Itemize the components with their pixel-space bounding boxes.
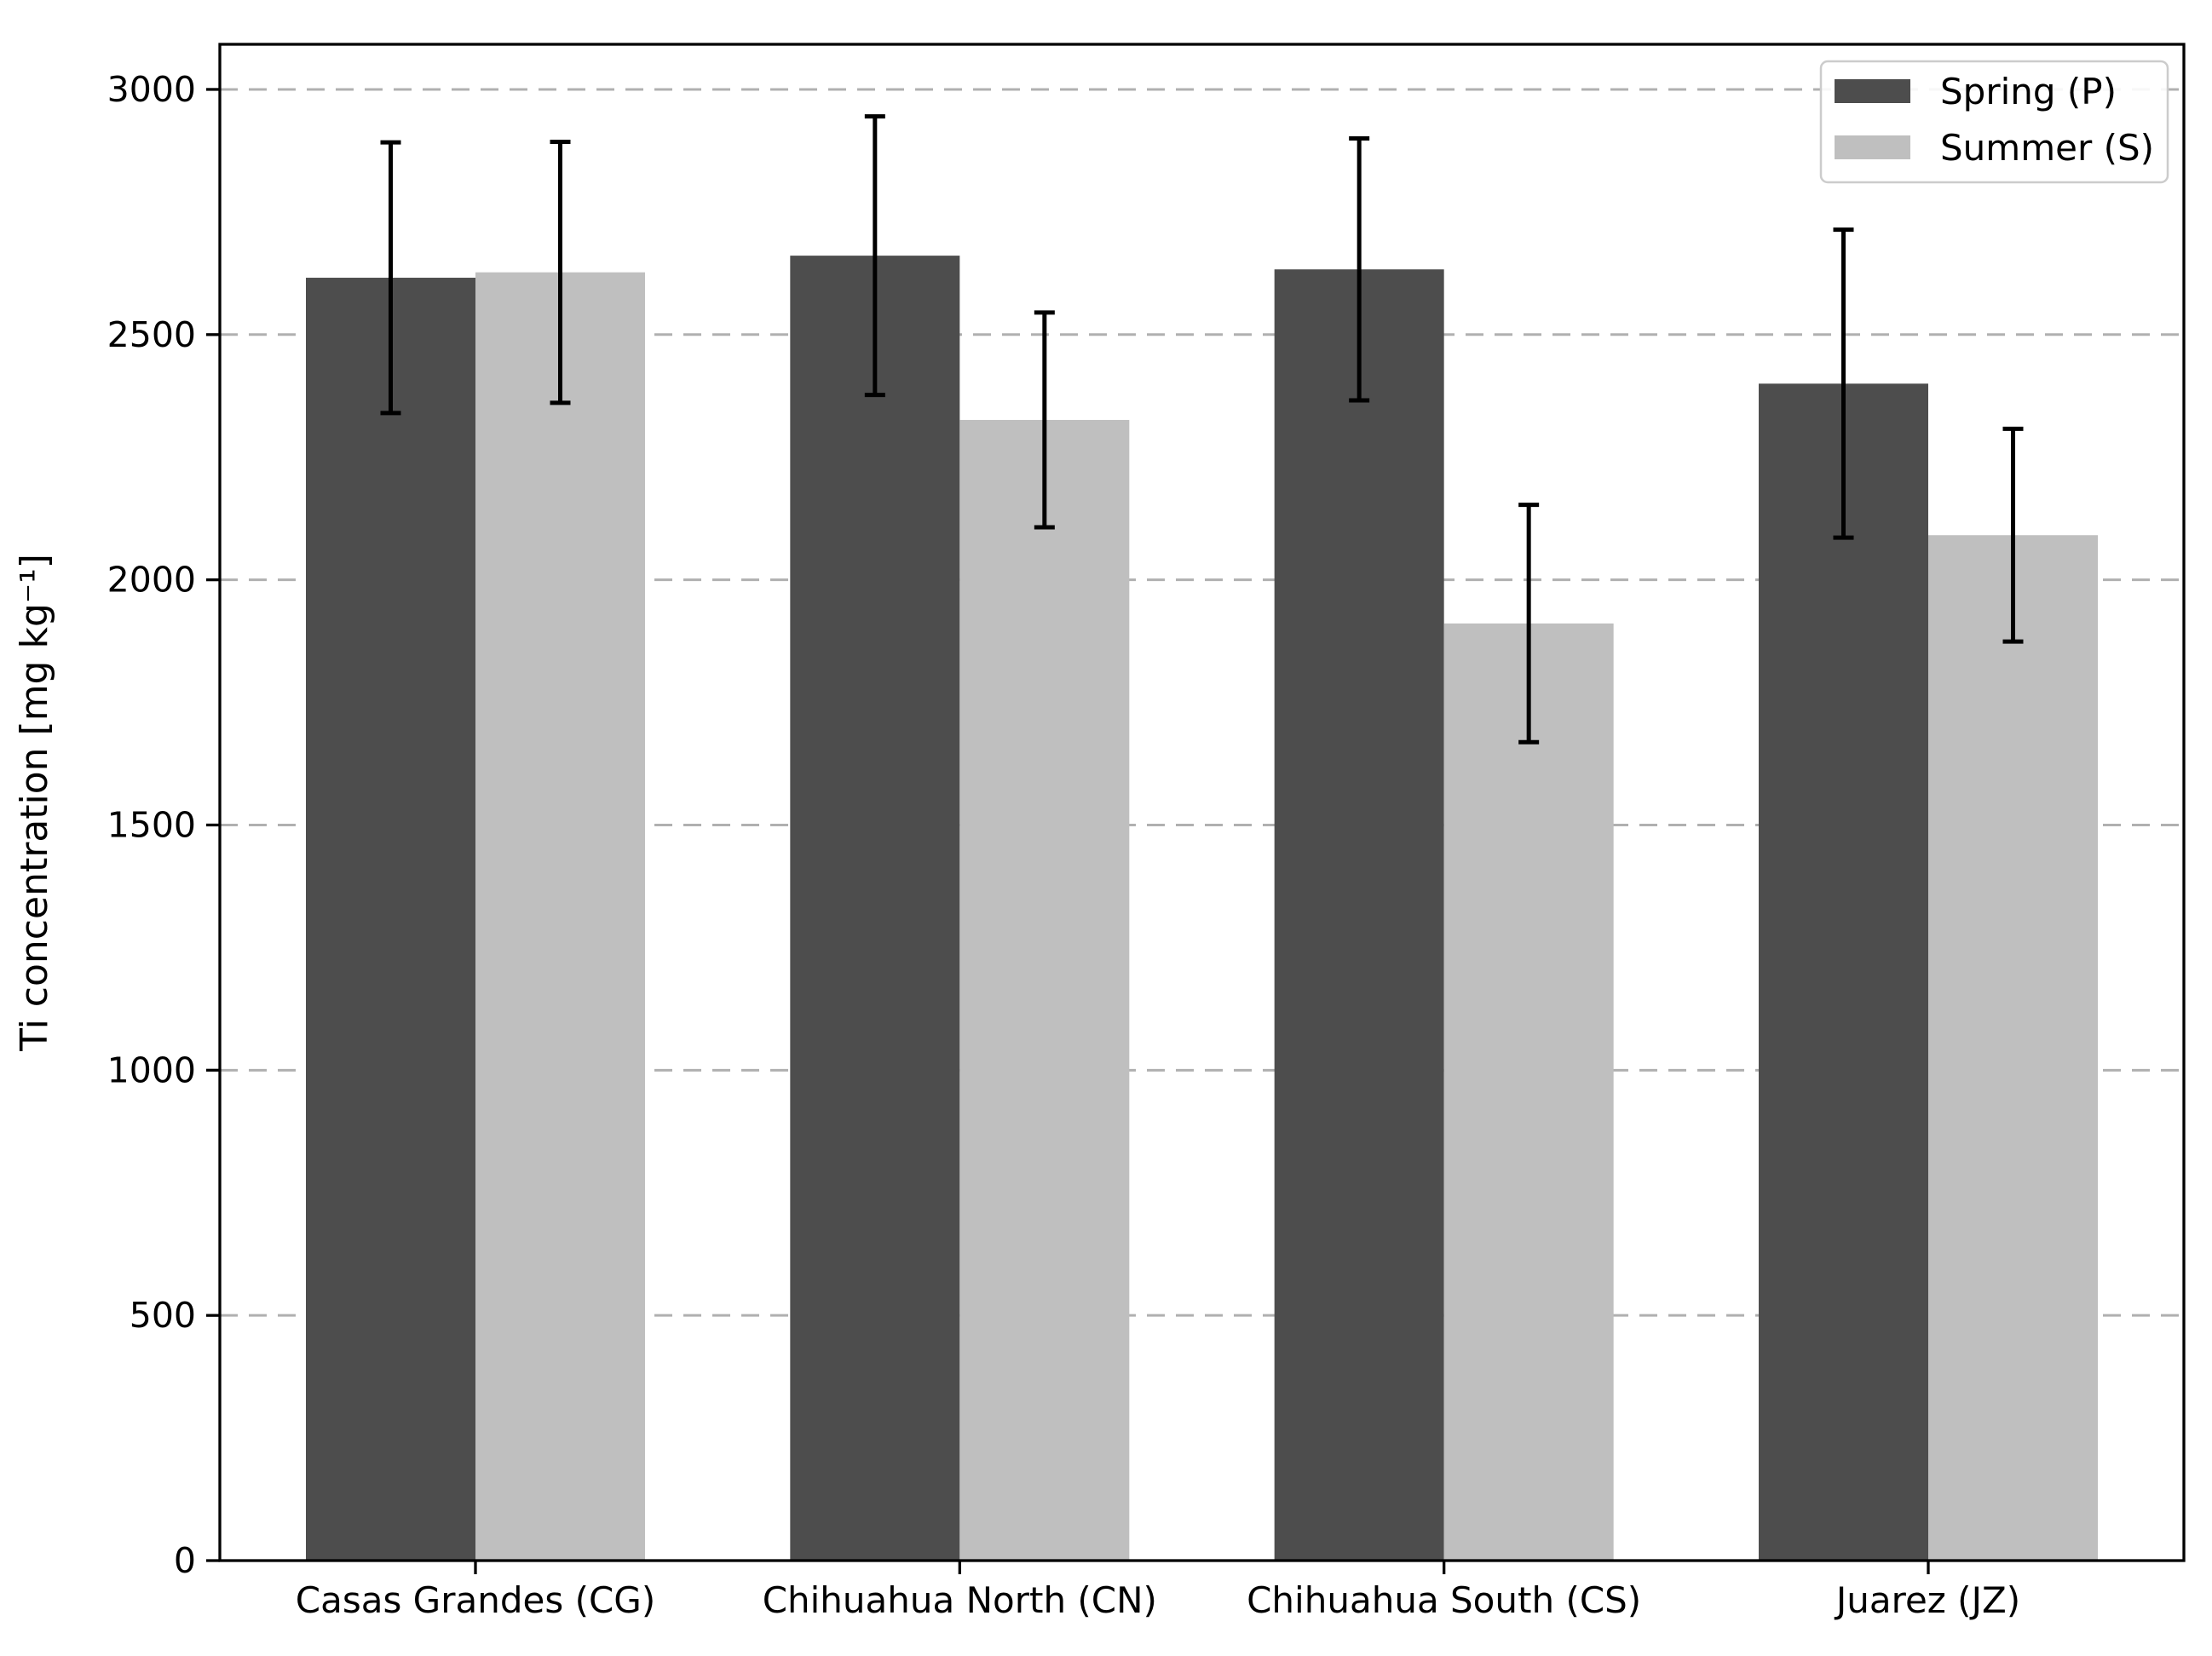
error-bar-summer-s-juarez-jz	[2002, 426, 2024, 644]
y-tick-label-3000: 3000	[107, 69, 196, 110]
bar-spring-p-juarez-jz	[1759, 383, 1928, 1561]
x-tick-label-juarez-jz: Juarez (JZ)	[1834, 1579, 2020, 1621]
error-bar-summer-s-chihuahua-north-cn	[1034, 310, 1055, 530]
legend-swatch-summer-s	[1835, 135, 1910, 159]
legend-swatch-spring-p	[1835, 79, 1910, 103]
bar-summer-s-juarez-jz	[1928, 535, 2098, 1561]
error-bar-spring-p-juarez-jz	[1833, 227, 1854, 540]
error-bars-layer	[380, 114, 2024, 745]
plot-border	[218, 43, 2186, 1562]
error-bar-summer-s-chihuahua-south-cs	[1518, 503, 1540, 745]
bar-spring-p-casas-grandes-cg	[306, 278, 475, 1561]
legend-label-summer-s: Summer (S)	[1940, 127, 2154, 169]
bar-summer-s-chihuahua-north-cn	[959, 419, 1130, 1561]
bar-spring-p-chihuahua-north-cn	[790, 256, 960, 1561]
bar-spring-p-chihuahua-south-cs	[1274, 269, 1444, 1561]
x-tick-label-chihuahua-north-cn: Chihuahua North (CN)	[763, 1579, 1157, 1621]
y-tick-label-1500: 1500	[107, 804, 196, 845]
error-bar-spring-p-chihuahua-south-cs	[1349, 136, 1370, 403]
legend-label-spring-p: Spring (P)	[1940, 71, 2117, 112]
y-tick-label-2000: 2000	[107, 560, 196, 601]
y-tick-label-2500: 2500	[107, 314, 196, 355]
y-tick-label-500: 500	[130, 1295, 196, 1336]
y-tick-label-0: 0	[174, 1540, 196, 1581]
error-bar-summer-s-casas-grandes-cg	[550, 140, 571, 405]
x-tick-label-casas-grandes-cg: Casas Grandes (CG)	[296, 1579, 655, 1621]
bar-summer-s-casas-grandes-cg	[475, 272, 645, 1561]
y-axis-title: Ti concentration [mg kg⁻¹]	[13, 554, 56, 1052]
y-tick-label-1000: 1000	[107, 1049, 196, 1090]
x-tick-label-chihuahua-south-cs: Chihuahua South (CS)	[1247, 1579, 1641, 1621]
bars-layer	[306, 256, 2098, 1561]
legend: Spring (P) Summer (S)	[1819, 60, 2169, 184]
bar-summer-s-chihuahua-south-cs	[1443, 623, 1614, 1561]
error-bar-spring-p-casas-grandes-cg	[380, 140, 401, 416]
axes-layer: 0 500 1000 1500 2000 2500 3000 Casas Grandes (C…	[107, 43, 2186, 1621]
error-bar-spring-p-chihuahua-north-cn	[864, 114, 885, 398]
axis-labels-layer: Ti concentration [mg kg⁻¹]	[13, 554, 56, 1052]
